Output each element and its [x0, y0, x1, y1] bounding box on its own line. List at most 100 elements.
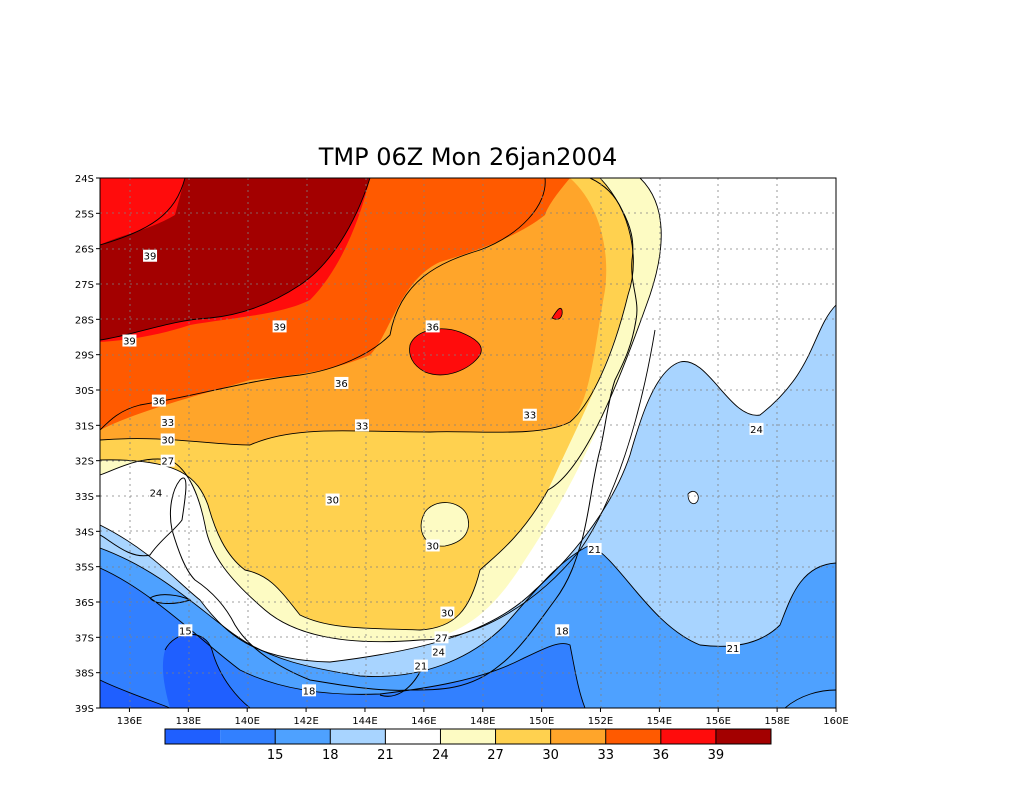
contour-label: 21: [587, 543, 602, 556]
lon-axis: 136E 138E 140E 142E 144E 146E 148E 150E 152E 154E…: [117, 708, 849, 727]
colorbar-swatch: [330, 729, 386, 744]
contour-label: 36: [151, 394, 166, 408]
contour-label-bg: [325, 493, 340, 506]
graticule: [100, 178, 836, 708]
contour-label-text: 24: [750, 425, 763, 436]
colorbar-frame: [164, 728, 772, 745]
lon-tick-label: 160E: [823, 716, 848, 727]
contour-label-bg: [160, 454, 175, 467]
band-below-15: [162, 634, 250, 708]
band-18-21: [100, 545, 836, 708]
lon-tick-label: 136E: [117, 716, 142, 727]
contour-label-text: 36: [335, 379, 348, 390]
lat-tick-label: 25S: [75, 209, 94, 220]
contour-label-text: 27: [161, 457, 174, 468]
colorbar-swatch: [165, 729, 221, 744]
lat-tick-label: 28S: [75, 315, 94, 326]
map-title: TMP 06Z Mon 26jan2004: [318, 143, 618, 171]
lon-tick-label: 140E: [234, 716, 259, 727]
contour-label-bg: [160, 415, 175, 428]
lat-tick-label: 37S: [75, 633, 94, 644]
contour-label-bg: [160, 433, 175, 446]
contour-label-bg: [440, 606, 455, 619]
contour-label-bg: [272, 320, 287, 333]
contour-label: 33: [160, 415, 175, 429]
contour-label-text: 33: [356, 421, 369, 432]
contour-label: 21: [413, 659, 428, 673]
colorbar-label: 36: [653, 748, 670, 763]
contour-label: 24: [749, 422, 764, 436]
contour-label-bg: [355, 419, 370, 432]
contour-label-text: 33: [161, 418, 174, 429]
lat-tick-label: 27S: [75, 280, 94, 291]
contour-label-bg: [302, 684, 317, 697]
contour-label-text: 27: [435, 633, 448, 644]
colorbar-swatch: [385, 729, 441, 744]
contour-label-text: 30: [441, 609, 454, 620]
lat-tick-label: 39S: [75, 704, 94, 715]
contour-label: 30: [425, 539, 440, 552]
contour-label: 30: [325, 493, 340, 507]
lat-tick-label: 31S: [75, 421, 94, 432]
lon-tick-label: 144E: [352, 716, 377, 727]
lon-tick-label: 148E: [470, 716, 495, 727]
lat-tick-label: 26S: [75, 245, 94, 256]
contour-label-text: 18: [556, 626, 569, 637]
coastline: [100, 178, 638, 697]
contour-label-bg: [725, 641, 740, 654]
colorbar-swatch: [220, 729, 276, 744]
contour-label-text: 30: [326, 496, 339, 507]
contour-label: 30: [440, 606, 455, 620]
contour-label-text: 30: [426, 541, 439, 552]
colorbar-swatch: [660, 729, 716, 744]
lat-tick-label: 35S: [75, 563, 94, 574]
contour-label-bg: [431, 645, 446, 658]
lon-tick-label: 146E: [411, 716, 436, 727]
contour-label: 36: [425, 320, 440, 333]
contour-label-text: 21: [588, 545, 601, 556]
band-30-pocket: [420, 502, 469, 547]
colorbar-swatch: [495, 729, 551, 744]
contour-label-bg: [587, 543, 602, 555]
contour-label-text: 33: [523, 411, 536, 422]
lat-tick-label: 36S: [75, 598, 94, 609]
lat-tick-label: 38S: [75, 669, 94, 680]
colorbar-label: 39: [708, 748, 725, 763]
colorbar-swatch: [715, 729, 771, 744]
lon-tick-label: 150E: [529, 716, 554, 727]
lon-tick-label: 138E: [176, 716, 201, 727]
contour-label: 15: [178, 624, 193, 637]
band-21-24: [100, 305, 836, 708]
lon-tick-label: 142E: [293, 716, 318, 727]
contour-label-bg: [749, 422, 764, 435]
contour-label-bg: [413, 659, 428, 672]
contour-label: 18: [555, 624, 570, 637]
contour-label-bg: [143, 249, 158, 262]
lon-tick-label: 156E: [706, 716, 731, 727]
contour-label-text: 36: [426, 322, 439, 333]
contour-label: 24: [148, 486, 163, 499]
plot-frame: [99, 177, 837, 709]
contour-label: 21: [725, 641, 740, 655]
contour-label-text: 24: [432, 647, 445, 658]
colorbar-label: 27: [487, 748, 504, 763]
lat-tick-label: 34S: [75, 527, 94, 538]
contour-label-text: 21: [727, 644, 740, 655]
contour-label-bg: [425, 320, 440, 333]
lat-tick-label: 32S: [75, 457, 94, 468]
contour-label-text: 18: [303, 686, 316, 697]
temperature-field: [100, 178, 836, 708]
contour-label: 24: [431, 645, 446, 658]
colorbar-label: 21: [377, 748, 394, 763]
colorbar-label: 33: [597, 748, 614, 763]
contour-label-bg: [151, 394, 166, 407]
colorbar-label: 18: [322, 748, 339, 763]
contour-label-text: 15: [179, 626, 192, 637]
colorbar-swatch: [440, 729, 496, 744]
colorbar-label: 30: [542, 748, 559, 763]
contour-label: 39: [122, 334, 137, 348]
contour-label-bg: [434, 631, 449, 644]
contour-label-bg: [178, 624, 193, 637]
colorbar-swatch: [275, 729, 331, 744]
